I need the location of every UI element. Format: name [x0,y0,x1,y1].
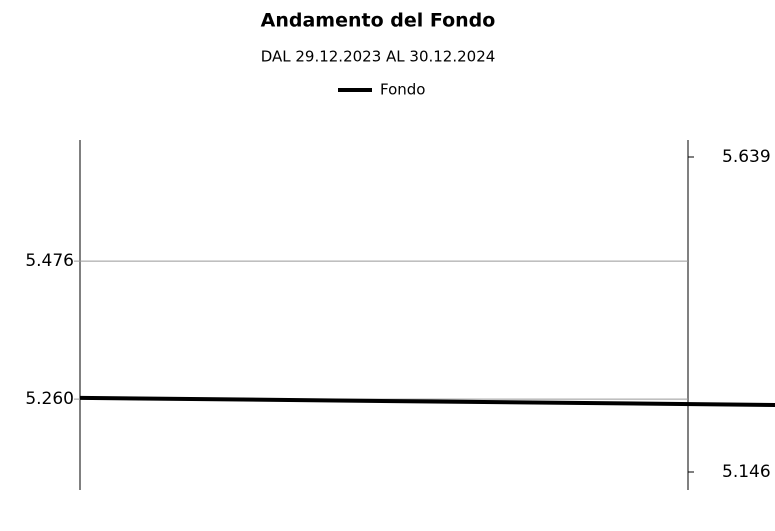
y-tick-label: 5.260 [25,389,74,409]
y2-tick-label: 5.639 [722,147,771,167]
legend-label: Fondo [380,81,425,99]
chart-subtitle: DAL 29.12.2023 AL 30.12.2024 [261,48,496,66]
chart-title: Andamento del Fondo [261,10,496,32]
data-line [79,395,775,407]
y-tick-label: 5.476 [25,251,74,271]
y2-tick-label: 5.146 [722,462,771,482]
